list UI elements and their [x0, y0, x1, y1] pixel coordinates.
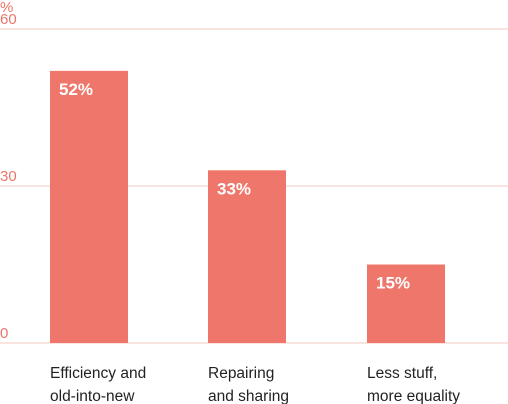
category-labels: Efficiency and old-into-new Repairing and s… — [50, 365, 460, 404]
bar-3 — [367, 264, 445, 343]
y-tick-label-0: 0 — [0, 325, 8, 342]
category-label-3-line-1: Less stuff, — [367, 365, 437, 382]
y-tick-label-60: 60 — [0, 11, 17, 28]
data-label-3: 15% — [376, 274, 410, 293]
category-label-3-line-2: more equality — [367, 388, 460, 404]
category-label-1-line-2: old-into-new — [50, 388, 135, 404]
data-label-2: 33% — [217, 179, 251, 198]
category-label-1-line-1: Efficiency and — [50, 365, 146, 382]
data-label-1: 52% — [59, 80, 93, 99]
category-label-2-line-1: Repairing — [208, 365, 274, 382]
category-label-2-line-2: and sharing — [208, 388, 289, 404]
unit-label: % — [0, 0, 13, 16]
bar-layer: 52% 33% 15% — [50, 70, 445, 343]
y-tick-label-30: 30 — [0, 168, 17, 185]
bar-1 — [50, 70, 128, 343]
bar-2 — [208, 170, 286, 343]
